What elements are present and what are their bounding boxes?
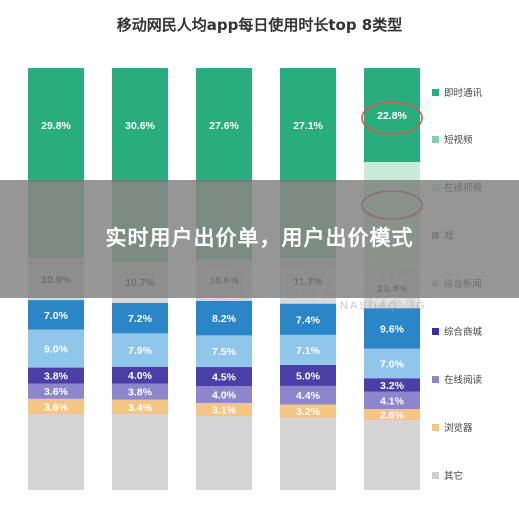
bar-segment-1 bbox=[280, 404, 336, 418]
bar-segment-5 bbox=[112, 303, 168, 334]
data-label: 3.6% bbox=[44, 386, 69, 398]
legend-swatch bbox=[432, 472, 439, 479]
bar-segment-2 bbox=[280, 385, 336, 405]
highlight-circle bbox=[361, 101, 423, 135]
watermark-sub: NASDAQ: JG bbox=[340, 300, 427, 312]
data-label: 4.4% bbox=[296, 390, 321, 402]
data-label: 5.0% bbox=[296, 370, 321, 382]
bar-segment-other bbox=[28, 414, 84, 490]
data-label: 7.2% bbox=[128, 313, 153, 325]
data-label: 22.8% bbox=[377, 110, 407, 122]
bar-segment-4 bbox=[364, 348, 420, 379]
bar-segment-9 bbox=[364, 68, 420, 162]
data-label: 3.2% bbox=[380, 380, 405, 392]
bar-segment-other bbox=[364, 420, 420, 490]
legend-label: 即时通讯 bbox=[444, 87, 483, 99]
data-label: 3.8% bbox=[44, 371, 69, 383]
bar-segment-1 bbox=[112, 399, 168, 414]
bar-segment-3 bbox=[364, 378, 420, 392]
bar-segment-2 bbox=[364, 391, 420, 410]
data-label: 8.2% bbox=[212, 313, 237, 325]
bar-segment-other bbox=[280, 418, 336, 490]
legend-swatch bbox=[432, 136, 439, 143]
legend-label: 其它 bbox=[444, 470, 463, 482]
bar-segment-other bbox=[112, 414, 168, 490]
legend-swatch bbox=[432, 328, 439, 335]
bar-segment-3 bbox=[28, 367, 84, 384]
data-label: 4.0% bbox=[212, 389, 237, 401]
bar-segment-other bbox=[196, 416, 252, 490]
bar-segment-4 bbox=[196, 335, 252, 368]
bar-segment-2 bbox=[196, 386, 252, 403]
data-label: 4.5% bbox=[212, 372, 237, 384]
bar-segment-1 bbox=[364, 409, 420, 420]
data-label: 7.0% bbox=[380, 358, 405, 370]
data-label: 3.1% bbox=[212, 404, 237, 416]
data-label: 7.4% bbox=[296, 314, 321, 326]
bar-segment-9 bbox=[28, 68, 84, 182]
legend-swatch bbox=[432, 424, 439, 431]
data-label: 9.6% bbox=[380, 323, 405, 335]
data-label: 27.1% bbox=[293, 120, 323, 132]
legend-label: 浏览器 bbox=[444, 422, 473, 434]
data-label: 4.1% bbox=[380, 395, 405, 407]
data-label: 7.1% bbox=[296, 345, 321, 357]
bar-segment-9 bbox=[112, 68, 168, 182]
legend-swatch bbox=[432, 376, 439, 383]
bar-segment-3 bbox=[196, 367, 252, 387]
data-label: 3.8% bbox=[128, 387, 153, 399]
data-label: 7.0% bbox=[44, 310, 69, 322]
bar-segment-2 bbox=[28, 383, 84, 399]
chart-title: 移动网民人均app每日使用时长top 8类型 bbox=[116, 16, 403, 34]
data-label: 3.2% bbox=[296, 406, 321, 418]
bar-segment-4 bbox=[112, 333, 168, 367]
bar-segment-2 bbox=[112, 383, 168, 400]
data-label: 9.0% bbox=[44, 344, 69, 356]
data-label: 27.6% bbox=[209, 120, 239, 132]
data-label: 4.0% bbox=[128, 370, 153, 382]
bar-segment-5 bbox=[280, 303, 336, 335]
data-label: 7.5% bbox=[212, 346, 237, 358]
bar-segment-3 bbox=[112, 366, 168, 384]
bar-segment-5 bbox=[364, 308, 420, 349]
legend-label: 综合商城 bbox=[444, 326, 483, 338]
data-label: 3.4% bbox=[128, 402, 153, 414]
bar-segment-5 bbox=[196, 300, 252, 336]
data-label: 3.6% bbox=[44, 401, 69, 413]
data-label: 7.9% bbox=[128, 345, 153, 357]
bar-segment-9 bbox=[196, 68, 252, 182]
bar-segment-4 bbox=[28, 329, 84, 368]
data-label: 30.6% bbox=[125, 120, 155, 132]
legend-label: 在线阅读 bbox=[444, 374, 483, 386]
bar-segment-1 bbox=[28, 398, 84, 414]
bar-segment-3 bbox=[280, 364, 336, 386]
banner-text: 实时用户出价单，用户出价模式 bbox=[105, 226, 414, 250]
data-label: 29.8% bbox=[41, 120, 71, 132]
bar-segment-9 bbox=[280, 68, 336, 182]
bar-segment-5 bbox=[28, 300, 84, 330]
overlay-banner bbox=[0, 180, 519, 298]
legend-label: 短视频 bbox=[444, 134, 473, 146]
data-label: 2.6% bbox=[380, 410, 405, 422]
bar-segment-4 bbox=[280, 334, 336, 365]
legend-swatch bbox=[432, 89, 439, 96]
bar-segment-1 bbox=[196, 402, 252, 416]
